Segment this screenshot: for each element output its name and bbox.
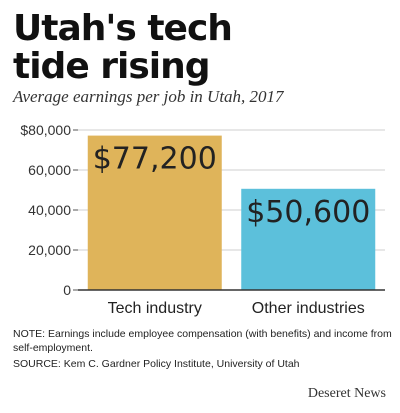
title-line-1: Utah's tech <box>13 8 233 49</box>
publisher-logo: Deseret News <box>307 386 386 401</box>
y-tick-label: 40,000 <box>28 202 71 218</box>
data-label: $50,600 <box>246 195 370 230</box>
chart-title: Utah's tech tide rising <box>13 10 393 86</box>
y-axis: 0 20,000 40,000 60,000 $80,000 <box>20 122 78 298</box>
y-tick-label: 20,000 <box>28 242 71 258</box>
bar <box>241 188 376 290</box>
x-tick-label: Tech industry <box>108 300 202 317</box>
bar-chart: 0 20,000 40,000 60,000 $80,000 $77,200 $50,60… <box>20 122 385 317</box>
chart-note: NOTE: Earnings include employee compensa… <box>13 328 392 354</box>
bar <box>87 135 222 290</box>
x-axis: Tech industry Other industries <box>78 289 385 317</box>
y-tick-label: 60,000 <box>28 162 71 178</box>
y-tick-label: 0 <box>63 282 71 298</box>
title-line-2: tide rising <box>13 46 211 87</box>
chart-subtitle: Average earnings per job in Utah, 2017 <box>13 87 284 106</box>
data-label: $77,200 <box>93 142 217 177</box>
x-tick-label: Other industries <box>252 300 365 317</box>
chart-source: SOURCE: Kem C. Gardner Policy Institute,… <box>13 358 300 370</box>
y-tick-label: $80,000 <box>20 122 71 138</box>
bars: $77,200 $50,600 <box>87 135 376 290</box>
